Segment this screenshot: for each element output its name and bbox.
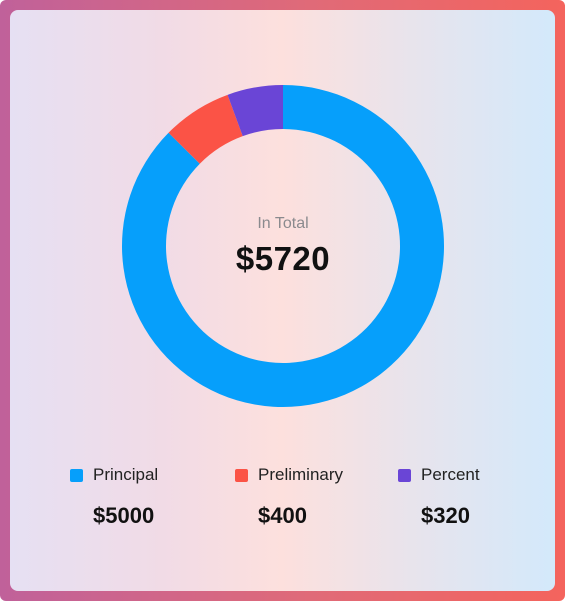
- legend-item-preliminary: Preliminary $400: [235, 465, 395, 545]
- donut-chart: [121, 85, 445, 408]
- donut-slice-preliminary: [168, 94, 243, 164]
- legend-value: $320: [421, 503, 470, 528]
- legend-label: Percent: [421, 465, 480, 484]
- legend-label: Preliminary: [258, 465, 344, 484]
- donut-slice-percent: [227, 85, 283, 137]
- legend-label: Principal: [93, 465, 159, 484]
- legend-item-principal: Principal $5000: [70, 465, 230, 545]
- legend-value: $400: [258, 503, 307, 528]
- total-value: $5720: [235, 240, 331, 277]
- legend-swatch: [70, 469, 83, 482]
- legend-item-percent: Percent $320: [398, 465, 555, 545]
- legend-swatch: [398, 469, 411, 482]
- chart-card: In Total $5720 Principal $5000 Prelimina…: [10, 10, 555, 591]
- total-label: In Total: [257, 215, 309, 232]
- legend-swatch: [235, 469, 248, 482]
- legend-value: $5000: [93, 503, 155, 528]
